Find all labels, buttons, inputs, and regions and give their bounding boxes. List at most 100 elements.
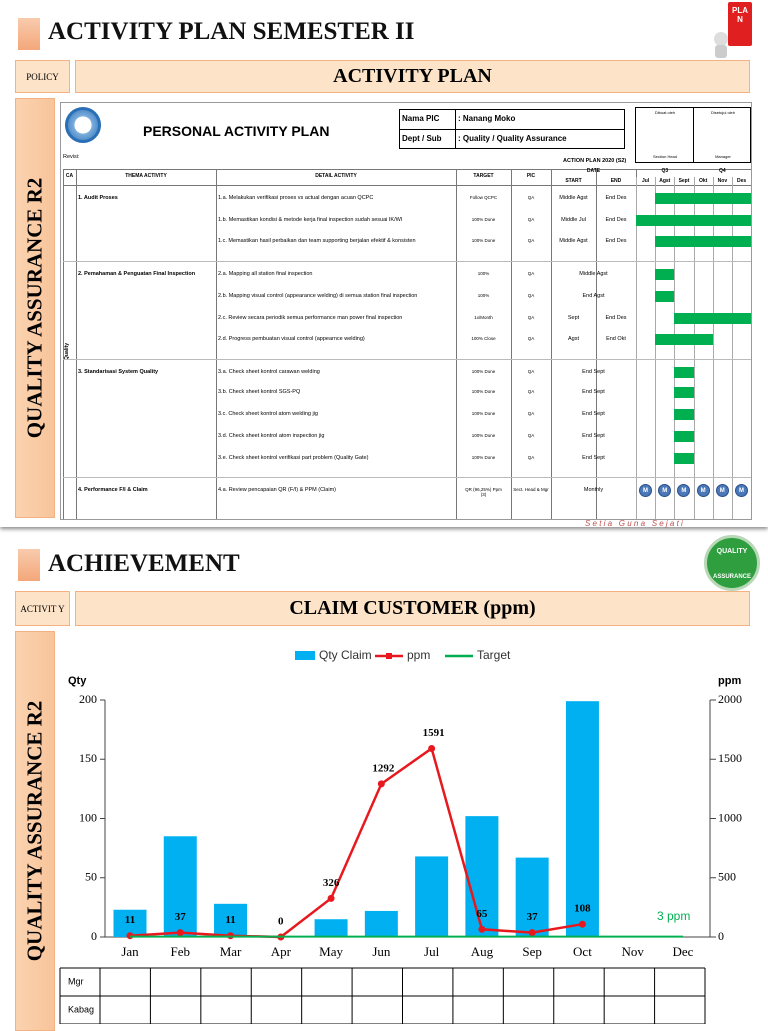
banner: ACTIVITY PLAN — [75, 60, 750, 93]
point — [528, 929, 536, 937]
detail: 3.c. Check sheet kontrol atom welding ji… — [218, 411, 318, 417]
x-tick-label: Sep — [522, 944, 542, 959]
bar — [364, 910, 398, 937]
vertical-label: QUALITY ASSURANCE R2 — [15, 98, 55, 518]
start: Middle Jul — [561, 217, 586, 223]
gantt-bar — [674, 431, 694, 442]
detail: 2.b. Mapping visual control (appearance … — [218, 293, 418, 299]
table-row-label: Mgr — [68, 976, 84, 986]
x-tick-label: Oct — [573, 944, 592, 959]
pic: QA — [527, 293, 535, 298]
monthly-marker: M — [658, 484, 672, 497]
end: End Des — [605, 217, 627, 223]
col-line — [63, 169, 64, 519]
gantt-bar — [655, 334, 713, 345]
detail: 2.c. Review secara periodik semua perfor… — [218, 315, 403, 321]
y-tick-label: 50 — [85, 870, 97, 884]
target: 100% Close — [471, 336, 496, 341]
detail: 2.a. Mapping all station final inspectio… — [218, 271, 313, 277]
table-header: Okt — [699, 178, 708, 184]
approved-role: Manager — [715, 154, 731, 159]
slide-title: ACTIVITY PLAN SEMESTER II — [48, 18, 415, 45]
target: 100% Done — [471, 238, 496, 243]
data-label: 0 — [278, 916, 284, 928]
monthly-marker: M — [696, 484, 710, 497]
table-header: CA — [65, 173, 74, 179]
gantt-bar — [655, 291, 675, 302]
detail: 1.a. Melakukan verifikasi proses vs actu… — [218, 195, 374, 201]
y-axis-label: Qty — [68, 675, 87, 687]
end: End Des — [605, 195, 627, 201]
pic: QA — [527, 238, 535, 243]
plan-sheet: PERSONAL ACTIVITY PLAN Nama PIC : Nanang… — [60, 102, 752, 520]
x-tick-label: Jan — [121, 944, 139, 959]
y2-tick-label: 500 — [718, 870, 736, 884]
logo — [65, 107, 101, 143]
x-tick-label: Dec — [673, 944, 694, 959]
pic: Sect. Head & Mgr — [513, 487, 549, 492]
pic: QA — [527, 217, 535, 222]
x-tick-label: Jun — [372, 944, 391, 959]
gantt-bar — [655, 193, 752, 204]
pic-box: Nama PIC : Nanang Moko Dept / Sub : Qual… — [399, 109, 625, 149]
start: Middle Agst — [559, 195, 588, 201]
target: 100% Done — [471, 217, 496, 222]
x-tick-label: Feb — [171, 944, 191, 959]
start: Middle Agst — [559, 238, 588, 244]
slide-2: ACHIEVEMENT QUALITY ASSURANCE ACTIVIT Y … — [0, 535, 768, 1031]
gantt-bar — [674, 453, 694, 464]
badge-text: ASSURANCE — [712, 574, 751, 580]
side-label: ACTIVIT Y — [15, 591, 70, 626]
table-header: DATE — [586, 168, 601, 174]
date: End Sept — [582, 455, 605, 461]
table-header: TARGET — [473, 173, 494, 179]
target: 100% — [477, 293, 490, 298]
legend-label: Target — [477, 648, 511, 662]
pic-value: : Nanang Moko — [456, 110, 624, 130]
pic: QA — [527, 271, 535, 276]
gantt-bar — [674, 367, 694, 378]
date: End Agst — [582, 293, 605, 299]
data-label: 37 — [175, 911, 187, 923]
target: 100% — [477, 271, 490, 276]
end: End Des — [605, 238, 627, 244]
sign-box: Dibuat oleh Disetujui oleh Section Head … — [635, 107, 751, 163]
target: 100% Done — [471, 433, 496, 438]
table-header: Jul — [641, 178, 650, 184]
legend-marker — [386, 653, 392, 659]
point — [176, 929, 184, 937]
badge-text: QUALITY — [716, 548, 748, 555]
target: 100% Done — [471, 389, 496, 394]
bar — [163, 836, 197, 937]
y-tick-label: 150 — [79, 751, 97, 765]
gantt-bar — [655, 236, 752, 247]
quality-badge: QUALITY ASSURANCE — [704, 535, 760, 591]
detail: 1.b. Memastikan kondisi & metode kerja f… — [218, 217, 403, 223]
revision: Revisi: — [63, 154, 80, 160]
title-square — [18, 18, 40, 50]
table-header: DETAIL ACTIVITY — [315, 173, 357, 179]
bar — [565, 701, 599, 937]
y2-tick-label: 1000 — [718, 810, 742, 824]
bar — [515, 857, 549, 937]
col-line — [456, 169, 457, 519]
y-tick-label: 200 — [79, 692, 97, 706]
slide-title: ACHIEVEMENT — [48, 550, 240, 577]
footer: S e t i a G u n a S e j a t i — [585, 519, 683, 528]
target: 100% Done — [471, 369, 496, 374]
point — [428, 744, 436, 752]
table-header: Sept — [678, 178, 690, 184]
side-label: POLICY — [15, 60, 70, 93]
banner: CLAIM CUSTOMER (ppm) — [75, 591, 750, 626]
date: Monthly — [583, 487, 604, 493]
gantt-bar — [655, 269, 675, 280]
point — [377, 780, 385, 788]
col-line — [596, 169, 597, 519]
annotation: 3 ppm — [657, 909, 690, 923]
pic-label: Nama PIC — [400, 110, 456, 130]
detail: 3.d. Check sheet kontrol atom inspection… — [218, 433, 325, 439]
pic: QA — [527, 455, 535, 460]
group-line — [63, 477, 751, 478]
detail: 3.a. Check sheet kontrol carawan welding — [218, 369, 320, 375]
data-label: 1591 — [423, 727, 445, 739]
